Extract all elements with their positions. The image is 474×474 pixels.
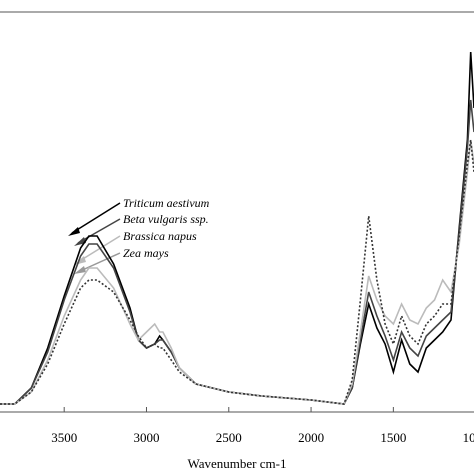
- spectrum-line: [0, 99, 474, 405]
- arrowhead: [74, 266, 86, 274]
- spectrum-line: [0, 51, 474, 405]
- arrowhead: [74, 256, 86, 265]
- arrow: [77, 252, 121, 273]
- series-label: Triticum aestivum: [123, 196, 210, 210]
- arrow: [77, 235, 121, 263]
- x-axis-label: Wavenumber cm-1: [188, 456, 287, 471]
- arrow: [77, 218, 121, 244]
- x-tick-label: 3500: [51, 430, 77, 445]
- series-label: Brassica napus: [123, 229, 197, 243]
- x-tick-label: 1000: [463, 430, 474, 445]
- x-tick-label: 2500: [216, 430, 242, 445]
- x-tick-label: 3000: [133, 430, 159, 445]
- spectrum-line: [0, 139, 474, 405]
- series-label: Zea mays: [123, 246, 169, 260]
- spectrum-line: [0, 139, 474, 405]
- arrows: [68, 202, 121, 274]
- x-tick-label: 2000: [298, 430, 324, 445]
- x-tick-label: 1500: [380, 430, 406, 445]
- arrow: [71, 202, 121, 234]
- arrowhead: [68, 227, 80, 236]
- series-label: Beta vulgaris ssp.: [123, 212, 209, 226]
